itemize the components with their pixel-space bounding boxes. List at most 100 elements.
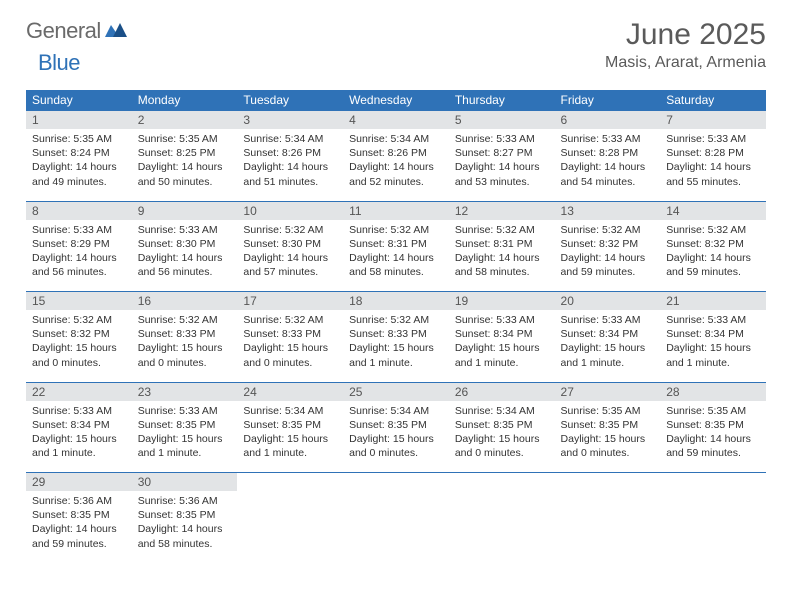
sunrise-text: Sunrise: 5:32 AM: [138, 313, 232, 327]
sunrise-text: Sunrise: 5:32 AM: [32, 313, 126, 327]
day-cell: Sunrise: 5:34 AMSunset: 8:35 PMDaylight:…: [449, 401, 555, 473]
day-content-row: Sunrise: 5:33 AMSunset: 8:29 PMDaylight:…: [26, 220, 766, 292]
sunset-text: Sunset: 8:29 PM: [32, 237, 126, 251]
sunrise-text: Sunrise: 5:35 AM: [561, 404, 655, 418]
empty-cell: [660, 491, 766, 563]
day-cell: Sunrise: 5:35 AMSunset: 8:35 PMDaylight:…: [660, 401, 766, 473]
sunset-text: Sunset: 8:30 PM: [138, 237, 232, 251]
weekday-header: Friday: [555, 90, 661, 111]
daylight-text: Daylight: 14 hours and 59 minutes.: [32, 522, 126, 550]
sunset-text: Sunset: 8:25 PM: [138, 146, 232, 160]
day-cell: Sunrise: 5:33 AMSunset: 8:29 PMDaylight:…: [26, 220, 132, 292]
empty-cell: [237, 473, 343, 492]
logo-text-blue: Blue: [38, 50, 80, 76]
day-number-row: 2930: [26, 473, 766, 492]
daylight-text: Daylight: 14 hours and 58 minutes.: [455, 251, 549, 279]
sunset-text: Sunset: 8:35 PM: [243, 418, 337, 432]
logo-text-general: General: [26, 18, 101, 44]
weekday-header: Monday: [132, 90, 238, 111]
daylight-text: Daylight: 14 hours and 51 minutes.: [243, 160, 337, 188]
empty-cell: [343, 491, 449, 563]
sunset-text: Sunset: 8:34 PM: [561, 327, 655, 341]
daylight-text: Daylight: 14 hours and 56 minutes.: [32, 251, 126, 279]
day-cell: Sunrise: 5:32 AMSunset: 8:32 PMDaylight:…: [555, 220, 661, 292]
day-number: 14: [660, 201, 766, 220]
daylight-text: Daylight: 14 hours and 56 minutes.: [138, 251, 232, 279]
day-number: 12: [449, 201, 555, 220]
day-cell: Sunrise: 5:35 AMSunset: 8:25 PMDaylight:…: [132, 129, 238, 201]
sunrise-text: Sunrise: 5:36 AM: [138, 494, 232, 508]
daylight-text: Daylight: 14 hours and 59 minutes.: [561, 251, 655, 279]
empty-cell: [237, 491, 343, 563]
sunset-text: Sunset: 8:34 PM: [455, 327, 549, 341]
daylight-text: Daylight: 15 hours and 1 minute.: [666, 341, 760, 369]
sunset-text: Sunset: 8:35 PM: [138, 418, 232, 432]
sunrise-text: Sunrise: 5:33 AM: [32, 223, 126, 237]
sunrise-text: Sunrise: 5:35 AM: [666, 404, 760, 418]
day-number: 11: [343, 201, 449, 220]
logo: General: [26, 18, 129, 44]
day-cell: Sunrise: 5:34 AMSunset: 8:35 PMDaylight:…: [237, 401, 343, 473]
day-number: 18: [343, 292, 449, 311]
day-number: 1: [26, 111, 132, 130]
location-text: Masis, Ararat, Armenia: [605, 54, 766, 72]
sunrise-text: Sunrise: 5:34 AM: [349, 132, 443, 146]
sunrise-text: Sunrise: 5:35 AM: [138, 132, 232, 146]
day-cell: Sunrise: 5:33 AMSunset: 8:34 PMDaylight:…: [660, 310, 766, 382]
daylight-text: Daylight: 15 hours and 0 minutes.: [243, 341, 337, 369]
empty-cell: [555, 473, 661, 492]
weekday-header-row: SundayMondayTuesdayWednesdayThursdayFrid…: [26, 90, 766, 111]
daylight-text: Daylight: 15 hours and 1 minute.: [32, 432, 126, 460]
empty-cell: [449, 473, 555, 492]
sunrise-text: Sunrise: 5:34 AM: [243, 404, 337, 418]
daylight-text: Daylight: 15 hours and 0 minutes.: [32, 341, 126, 369]
sunset-text: Sunset: 8:35 PM: [349, 418, 443, 432]
daylight-text: Daylight: 15 hours and 1 minute.: [138, 432, 232, 460]
weekday-header: Thursday: [449, 90, 555, 111]
sunset-text: Sunset: 8:33 PM: [243, 327, 337, 341]
day-content-row: Sunrise: 5:33 AMSunset: 8:34 PMDaylight:…: [26, 401, 766, 473]
day-number: 15: [26, 292, 132, 311]
sunrise-text: Sunrise: 5:33 AM: [561, 313, 655, 327]
sunrise-text: Sunrise: 5:35 AM: [32, 132, 126, 146]
sunrise-text: Sunrise: 5:33 AM: [138, 404, 232, 418]
sunrise-text: Sunrise: 5:33 AM: [455, 313, 549, 327]
day-number: 24: [237, 382, 343, 401]
day-number: 9: [132, 201, 238, 220]
sunrise-text: Sunrise: 5:32 AM: [666, 223, 760, 237]
sunset-text: Sunset: 8:24 PM: [32, 146, 126, 160]
day-number: 27: [555, 382, 661, 401]
sunrise-text: Sunrise: 5:33 AM: [666, 132, 760, 146]
sunset-text: Sunset: 8:30 PM: [243, 237, 337, 251]
day-number: 20: [555, 292, 661, 311]
daylight-text: Daylight: 15 hours and 0 minutes.: [138, 341, 232, 369]
daylight-text: Daylight: 15 hours and 1 minute.: [349, 341, 443, 369]
sunrise-text: Sunrise: 5:33 AM: [666, 313, 760, 327]
sunset-text: Sunset: 8:35 PM: [455, 418, 549, 432]
day-content-row: Sunrise: 5:32 AMSunset: 8:32 PMDaylight:…: [26, 310, 766, 382]
empty-cell: [555, 491, 661, 563]
day-number: 7: [660, 111, 766, 130]
title-block: June 2025 Masis, Ararat, Armenia: [605, 18, 766, 72]
day-number: 22: [26, 382, 132, 401]
day-cell: Sunrise: 5:32 AMSunset: 8:32 PMDaylight:…: [660, 220, 766, 292]
day-cell: Sunrise: 5:35 AMSunset: 8:24 PMDaylight:…: [26, 129, 132, 201]
day-number-row: 22232425262728: [26, 382, 766, 401]
day-cell: Sunrise: 5:33 AMSunset: 8:30 PMDaylight:…: [132, 220, 238, 292]
sunrise-text: Sunrise: 5:32 AM: [243, 313, 337, 327]
day-cell: Sunrise: 5:36 AMSunset: 8:35 PMDaylight:…: [26, 491, 132, 563]
daylight-text: Daylight: 14 hours and 49 minutes.: [32, 160, 126, 188]
day-number: 17: [237, 292, 343, 311]
sunrise-text: Sunrise: 5:32 AM: [561, 223, 655, 237]
day-cell: Sunrise: 5:33 AMSunset: 8:35 PMDaylight:…: [132, 401, 238, 473]
weekday-header: Sunday: [26, 90, 132, 111]
daylight-text: Daylight: 14 hours and 59 minutes.: [666, 432, 760, 460]
daylight-text: Daylight: 14 hours and 58 minutes.: [349, 251, 443, 279]
daylight-text: Daylight: 14 hours and 58 minutes.: [138, 522, 232, 550]
daylight-text: Daylight: 14 hours and 57 minutes.: [243, 251, 337, 279]
day-number: 5: [449, 111, 555, 130]
day-cell: Sunrise: 5:32 AMSunset: 8:30 PMDaylight:…: [237, 220, 343, 292]
day-content-row: Sunrise: 5:35 AMSunset: 8:24 PMDaylight:…: [26, 129, 766, 201]
day-cell: Sunrise: 5:32 AMSunset: 8:33 PMDaylight:…: [343, 310, 449, 382]
sunset-text: Sunset: 8:32 PM: [666, 237, 760, 251]
